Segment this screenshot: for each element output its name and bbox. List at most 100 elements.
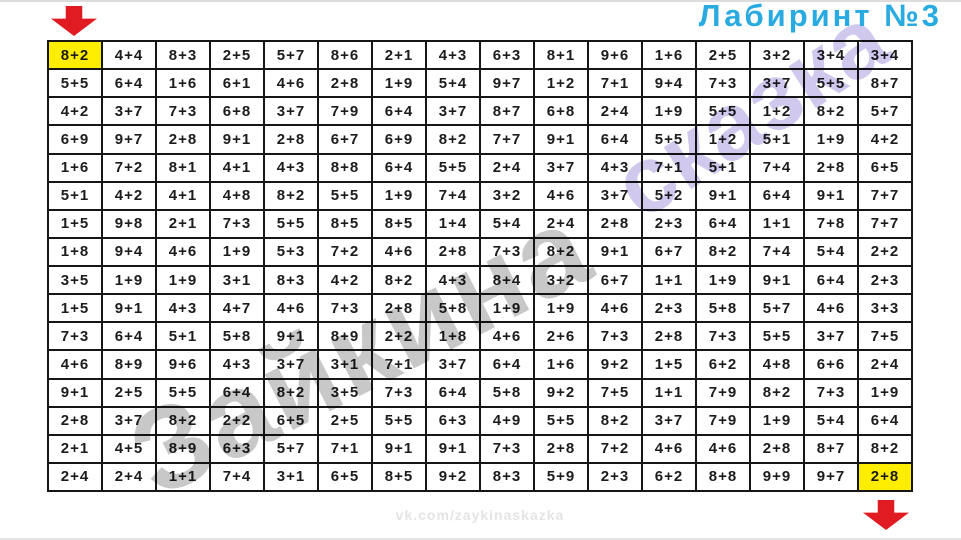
grid-cell: 2+8 xyxy=(155,124,211,155)
grid-cell: 1+2 xyxy=(749,96,805,127)
grid-cell: 1+5 xyxy=(47,208,103,239)
grid-cell: 4+8 xyxy=(209,180,265,211)
grid-cell: 6+4 xyxy=(209,377,265,408)
grid-cell: 9+6 xyxy=(155,349,211,380)
grid-cell: 2+3 xyxy=(641,208,697,239)
grid-cell: 3+7 xyxy=(101,96,157,127)
grid-cell: 3+1 xyxy=(263,461,319,493)
grid-cell: 2+8 xyxy=(803,152,859,183)
grid-cell: 9+7 xyxy=(101,124,157,155)
grid-cell: 8+5 xyxy=(317,208,373,239)
grid-cell: 8+7 xyxy=(479,96,535,127)
grid-cell: 6+5 xyxy=(263,405,319,436)
grid-cell: 4+9 xyxy=(479,405,535,436)
start-cell: 8+2 xyxy=(47,39,103,71)
grid-cell: 2+1 xyxy=(155,208,211,239)
grid-cell: 2+4 xyxy=(47,461,103,493)
grid-cell: 2+5 xyxy=(209,39,265,71)
grid-cell: 8+2 xyxy=(263,377,319,408)
grid-cell: 1+6 xyxy=(155,68,211,99)
grid-cell: 2+8 xyxy=(371,293,427,324)
grid-cell: 7+4 xyxy=(749,152,805,183)
grid-cell: 7+2 xyxy=(101,152,157,183)
grid-cell: 4+2 xyxy=(47,96,103,127)
grid-cell: 8+2 xyxy=(803,96,859,127)
grid-cell: 8+3 xyxy=(155,39,211,71)
grid-cell: 8+7 xyxy=(857,68,913,99)
grid-cell: 9+4 xyxy=(641,68,697,99)
start-arrow-icon xyxy=(51,6,97,36)
grid-cell: 6+9 xyxy=(371,124,427,155)
grid-cell: 6+4 xyxy=(749,180,805,211)
grid-cell: 2+8 xyxy=(533,433,589,464)
grid-cell: 5+7 xyxy=(749,293,805,324)
grid-row: 8+2 4+4 8+3 2+5 5+7 8+6 2+1 4+3 6+3 8+1 9+6 1+6 2+5 3… xyxy=(47,39,913,71)
grid-cell: 2+4 xyxy=(587,96,643,127)
grid-cell: 9+1 xyxy=(749,264,805,296)
grid-cell: 5+8 xyxy=(209,321,265,352)
grid-cell: 1+2 xyxy=(533,68,589,99)
grid-cell: 1+6 xyxy=(47,152,103,183)
grid-cell: 2+3 xyxy=(587,461,643,493)
grid-cell: 1+6 xyxy=(533,349,589,380)
grid-cell: 7+3 xyxy=(479,236,535,268)
grid-cell: 7+9 xyxy=(317,96,373,127)
grid-cell: 2+8 xyxy=(47,405,103,436)
grid-cell: 1+4 xyxy=(425,208,481,239)
grid-cell: 5+5 xyxy=(425,152,481,183)
grid-cell: 7+1 xyxy=(371,349,427,380)
grid-cell: 3+7 xyxy=(803,321,859,352)
grid-cell: 9+1 xyxy=(587,236,643,268)
grid-cell: 1+8 xyxy=(47,236,103,268)
grid-cell: 4+3 xyxy=(263,152,319,183)
grid-cell: 4+8 xyxy=(749,349,805,380)
grid-cell: 7+7 xyxy=(479,124,535,155)
grid-cell: 6+9 xyxy=(47,124,103,155)
grid-cell: 5+1 xyxy=(47,180,103,211)
grid-cell: 5+5 xyxy=(47,68,103,99)
grid-row: 2+4 2+4 1+1 7+4 3+1 6+5 8+5 9+2 8+3 5+9 2+3 6+2 8+8 9… xyxy=(47,461,913,493)
grid-cell: 4+3 xyxy=(155,293,211,324)
grid-body: 8+2 4+4 8+3 2+5 5+7 8+6 2+1 4+3 6+3 8+1 9+6 1+6 2+5 3… xyxy=(47,39,913,493)
grid-row: 3+5 1+9 1+9 3+1 8+3 4+2 8+2 4+3 8+4 3+2 6+7 1+1 1+9 9… xyxy=(47,264,913,296)
grid-cell: 2+4 xyxy=(479,152,535,183)
grid-cell: 4+4 xyxy=(101,39,157,71)
grid-cell: 2+5 xyxy=(695,39,751,71)
grid-cell: 9+1 xyxy=(695,180,751,211)
grid-cell: 5+5 xyxy=(803,68,859,99)
grid-row: 5+1 4+2 4+1 4+8 8+2 5+5 1+9 7+4 3+2 4+6 3+7 5+2 9+1 6… xyxy=(47,180,913,211)
grid-cell: 1+2 xyxy=(695,124,751,155)
grid-cell: 2+4 xyxy=(857,349,913,380)
grid-cell: 5+1 xyxy=(749,124,805,155)
grid-cell: 9+1 xyxy=(209,124,265,155)
grid-cell: 6+2 xyxy=(695,349,751,380)
grid-cell: 9+1 xyxy=(47,377,103,408)
grid-cell: 4+6 xyxy=(263,68,319,99)
grid-cell: 5+9 xyxy=(533,461,589,493)
grid-cell: 8+9 xyxy=(155,433,211,464)
grid-cell: 9+1 xyxy=(371,433,427,464)
grid-cell: 4+5 xyxy=(101,433,157,464)
grid-cell: 1+6 xyxy=(641,39,697,71)
grid-cell: 5+5 xyxy=(695,96,751,127)
grid-cell: 4+6 xyxy=(263,293,319,324)
grid-cell: 4+6 xyxy=(371,236,427,268)
grid-cell: 9+7 xyxy=(479,68,535,99)
page-title: Лабиринт №3 xyxy=(698,0,942,33)
grid-cell: 5+8 xyxy=(695,293,751,324)
grid-cell: 9+1 xyxy=(803,180,859,211)
grid-row: 1+8 9+4 4+6 1+9 5+3 7+2 4+6 2+8 7+3 8+2 9+1 6+7 8+2 7… xyxy=(47,236,913,268)
grid-cell: 1+9 xyxy=(371,68,427,99)
grid-cell: 4+6 xyxy=(155,236,211,268)
grid-cell: 2+3 xyxy=(857,264,913,296)
grid-cell: 6+4 xyxy=(371,152,427,183)
grid-cell: 9+1 xyxy=(263,321,319,352)
grid-cell: 2+8 xyxy=(425,236,481,268)
grid-cell: 3+1 xyxy=(317,349,373,380)
math-maze-grid: 8+2 4+4 8+3 2+5 5+7 8+6 2+1 4+3 6+3 8+1 9+6 1+6 2+5 3… xyxy=(47,39,913,493)
grid-cell: 8+3 xyxy=(263,264,319,296)
grid-cell: 7+3 xyxy=(479,433,535,464)
grid-cell: 3+7 xyxy=(749,68,805,99)
grid-cell: 9+1 xyxy=(425,433,481,464)
